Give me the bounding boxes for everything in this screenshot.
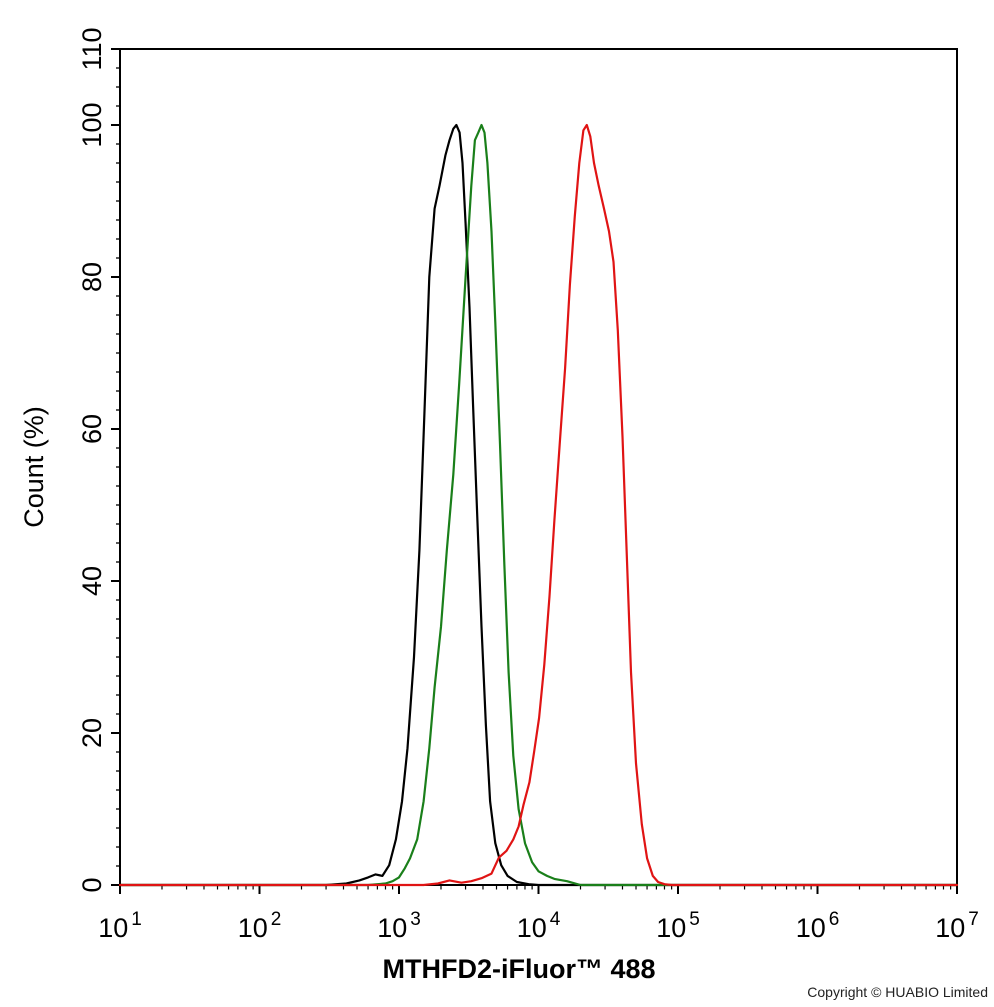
plot-frame	[119, 48, 958, 886]
y-tick-label: 60	[77, 414, 107, 444]
x-tick-label: 10 4	[517, 909, 561, 943]
x-tick-label: 10 5	[656, 909, 700, 943]
x-tick-label: 10 3	[377, 909, 421, 943]
x-axis-label: MTHFD2-iFluor™ 488	[382, 954, 655, 984]
copyright-text: Copyright © HUABIO Limited	[807, 984, 988, 1000]
y-tick-label: 0	[77, 877, 107, 892]
x-tick-label: 10 6	[796, 909, 840, 943]
y-tick-label: 20	[77, 718, 107, 748]
x-tick-label: 10 2	[238, 909, 282, 943]
histogram-line-1	[118, 123, 959, 887]
y-tick-label: 40	[77, 566, 107, 596]
y-tick-label: 80	[77, 262, 107, 292]
y-tick-label: 110	[77, 27, 107, 70]
y-tick-label: 100	[77, 102, 107, 147]
histogram-line-2	[118, 123, 959, 887]
x-tick-label: 10 7	[935, 909, 979, 943]
histogram-line-3	[118, 123, 959, 887]
y-axis-label: Count (%)	[19, 406, 49, 528]
x-tick-label: 10 1	[98, 909, 142, 943]
